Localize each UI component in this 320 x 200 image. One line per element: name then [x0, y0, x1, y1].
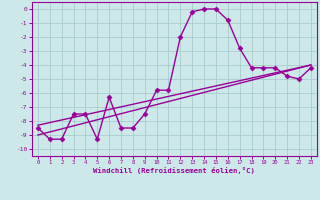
X-axis label: Windchill (Refroidissement éolien,°C): Windchill (Refroidissement éolien,°C) — [93, 167, 255, 174]
